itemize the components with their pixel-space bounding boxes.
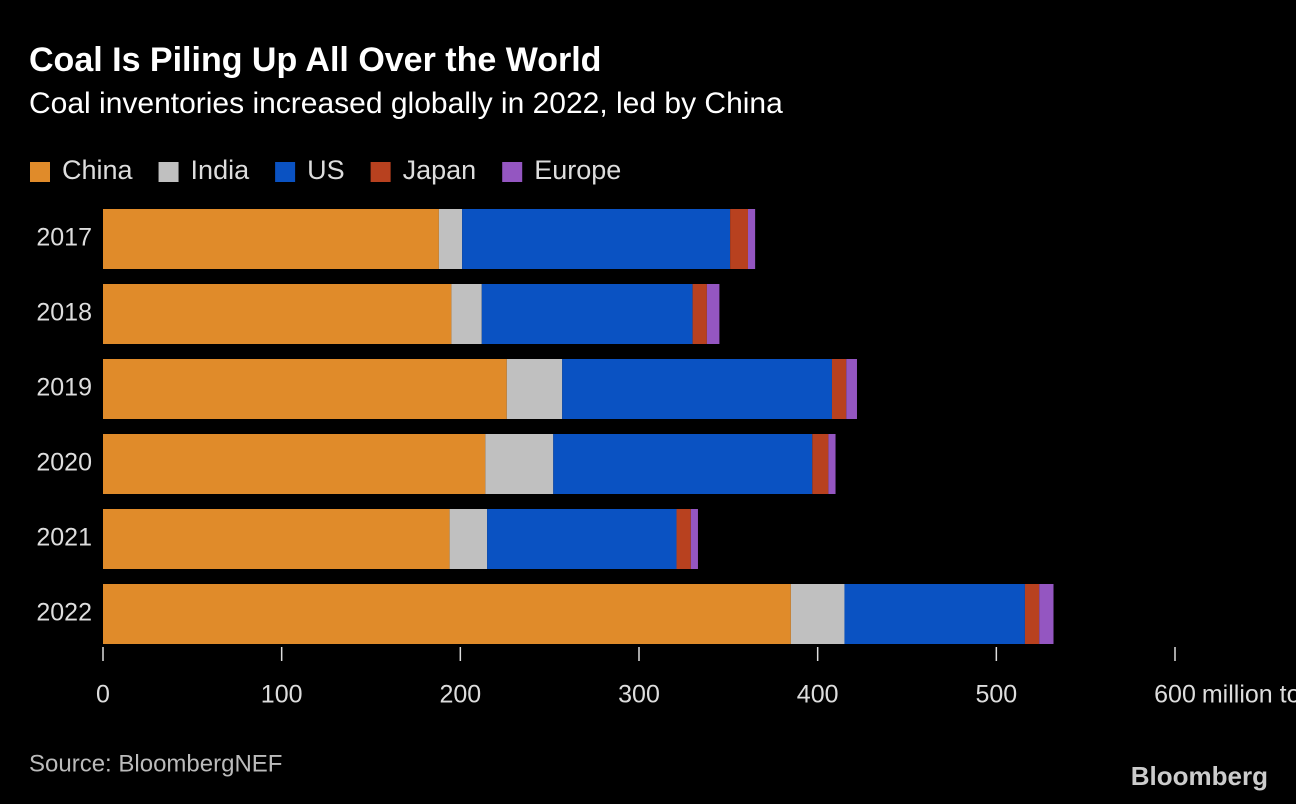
- bar-segment: [846, 359, 857, 419]
- bar-segment: [812, 434, 829, 494]
- legend-swatch: [275, 162, 296, 182]
- y-tick-label: 2021: [36, 524, 92, 552]
- brand-logo: Bloomberg: [1131, 761, 1268, 791]
- bar-segment: [103, 509, 450, 569]
- bar-segment: [451, 284, 482, 344]
- bar-segment: [706, 284, 720, 344]
- bar-segment: [487, 509, 677, 569]
- bar-segment: [485, 434, 554, 494]
- bar-segment: [676, 509, 691, 569]
- bar-segment: [553, 434, 813, 494]
- bar-segment: [103, 209, 439, 269]
- bar-segment: [747, 209, 756, 269]
- legend-label: Europe: [534, 155, 621, 185]
- x-tick-label: 400: [797, 681, 839, 709]
- chart-title: Coal Is Piling Up All Over the World: [29, 41, 601, 79]
- legend-swatch: [370, 162, 391, 182]
- y-tick-label: 2019: [36, 374, 92, 402]
- bar-segment: [103, 584, 791, 644]
- legend-label: Japan: [403, 155, 477, 185]
- bar-segment: [481, 284, 693, 344]
- legend-label: India: [191, 155, 251, 185]
- bar-segment: [438, 209, 463, 269]
- legend-swatch: [158, 162, 179, 182]
- x-tick-label: 200: [439, 681, 481, 709]
- x-tick-label: 300: [618, 681, 660, 709]
- legend-swatch: [502, 162, 523, 182]
- bar-segment: [562, 359, 832, 419]
- x-tick-label: 0: [96, 681, 110, 709]
- bar-segment: [103, 284, 452, 344]
- chart-subtitle: Coal inventories increased globally in 2…: [29, 87, 783, 120]
- y-tick-label: 2020: [36, 449, 92, 477]
- legend-label: US: [307, 155, 345, 185]
- legend-swatch: [30, 162, 50, 182]
- y-tick-label: 2018: [36, 299, 92, 327]
- bar-segment: [844, 584, 1025, 644]
- bar-segment: [449, 509, 488, 569]
- bar-segment: [831, 359, 847, 419]
- bar-segment: [103, 359, 507, 419]
- bar-segment: [690, 509, 698, 569]
- y-tick-label: 2017: [36, 224, 92, 252]
- source: Source: BloombergNEF: [29, 750, 282, 777]
- legend-label: China: [62, 155, 134, 185]
- bar-segment: [1039, 584, 1054, 644]
- bar-segment: [828, 434, 836, 494]
- bar-segment: [790, 584, 845, 644]
- bar-segment: [730, 209, 748, 269]
- x-tick-label: 100: [261, 681, 303, 709]
- bar-segment: [462, 209, 731, 269]
- bar-segment: [103, 434, 486, 494]
- x-tick-label: 600: [1154, 681, 1196, 709]
- bar-segment: [506, 359, 563, 419]
- x-unit: million tons: [1202, 681, 1296, 709]
- x-tick-label: 500: [975, 681, 1017, 709]
- y-tick-label: 2022: [36, 599, 92, 627]
- bar-segment: [1024, 584, 1040, 644]
- bar-segment: [692, 284, 707, 344]
